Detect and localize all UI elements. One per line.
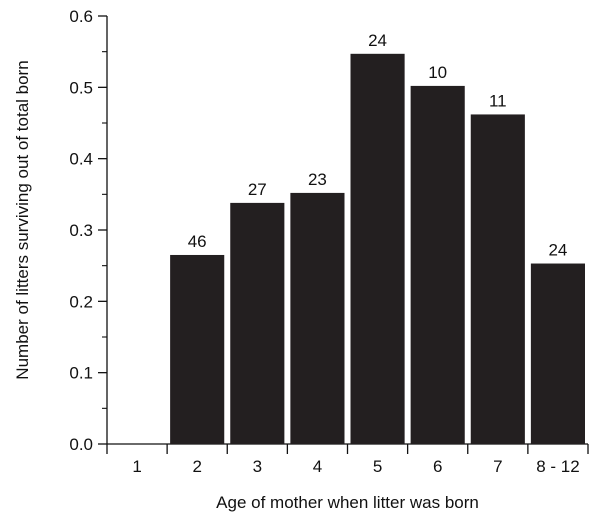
bar-value-label: 46 bbox=[188, 232, 207, 251]
bar-value-label: 10 bbox=[428, 63, 447, 82]
y-axis: 0.0 0.1 0.2 0.3 0.4 0.5 0.6 bbox=[69, 7, 108, 454]
x-tick-label: 2 bbox=[192, 457, 201, 476]
y-tick-label: 0.4 bbox=[69, 150, 93, 169]
y-tick-label: 0.1 bbox=[69, 364, 93, 383]
x-ticks: 1 2 3 4 5 6 7 8 - 12 bbox=[106, 444, 589, 476]
bar-value-label: 24 bbox=[368, 31, 387, 50]
x-axis: 1 2 3 4 5 6 7 8 - 12 bbox=[106, 443, 589, 476]
y-tick-label: 0.0 bbox=[69, 435, 93, 454]
bar bbox=[170, 254, 225, 444]
y-axis-title: Number of litters surviving out of total… bbox=[13, 60, 32, 379]
y-tick-label: 0.6 bbox=[69, 7, 93, 26]
bar-value-label: 27 bbox=[248, 180, 267, 199]
x-tick-label: 6 bbox=[433, 457, 442, 476]
bar bbox=[530, 263, 585, 444]
bars bbox=[170, 53, 585, 444]
y-tick-label: 0.5 bbox=[69, 78, 93, 97]
x-tick-label: 4 bbox=[313, 457, 322, 476]
y-tick-label: 0.3 bbox=[69, 221, 93, 240]
x-tick-label: 1 bbox=[132, 457, 141, 476]
bar-value-label: 11 bbox=[489, 91, 507, 110]
bar bbox=[410, 85, 465, 444]
bar-value-label: 24 bbox=[548, 241, 567, 260]
y-tick-label: 0.2 bbox=[69, 292, 93, 311]
x-axis-title: Age of mother when litter was born bbox=[216, 493, 479, 512]
bar-value-labels: 46 27 23 24 10 11 24 bbox=[188, 31, 568, 260]
y-ticks: 0.0 0.1 0.2 0.3 0.4 0.5 0.6 bbox=[69, 7, 107, 454]
x-tick-label: 8 - 12 bbox=[536, 457, 579, 476]
bar-value-label: 23 bbox=[308, 170, 327, 189]
x-tick-label: 5 bbox=[373, 457, 382, 476]
bar bbox=[290, 192, 345, 444]
bar bbox=[230, 202, 285, 444]
x-tick-label: 7 bbox=[493, 457, 502, 476]
bar bbox=[470, 114, 525, 444]
x-tick-label: 3 bbox=[253, 457, 262, 476]
bar bbox=[350, 53, 405, 444]
